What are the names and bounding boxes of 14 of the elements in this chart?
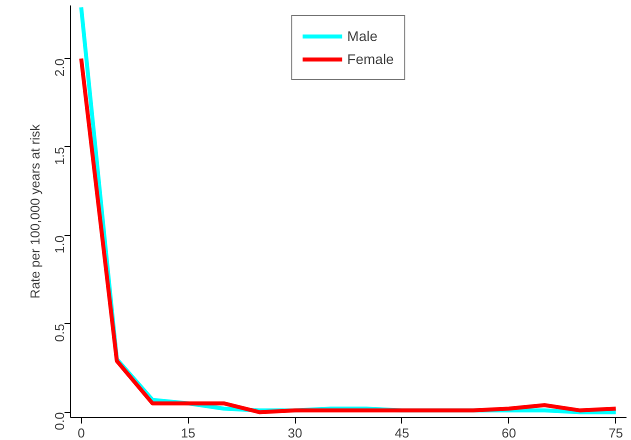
legend-label: Female [347,51,394,67]
x-tick-label: 30 [288,426,302,440]
y-tick-label: 1.5 [52,146,67,166]
y-tick-label: 1.0 [52,235,67,254]
x-tick-label: 45 [394,426,410,440]
x-tick-label: 75 [608,426,624,440]
x-tick-label: 60 [502,426,516,440]
y-axis-title: Rate per 100,000 years at risk [28,124,42,299]
x-tick-label: 15 [180,426,196,440]
y-tick-label: 0.5 [52,324,67,342]
x-tick-label: 0 [78,426,85,440]
y-tick-label: 0.0 [52,412,67,430]
y-tick-label: 2.0 [52,58,67,77]
legend-label: Male [347,28,378,44]
